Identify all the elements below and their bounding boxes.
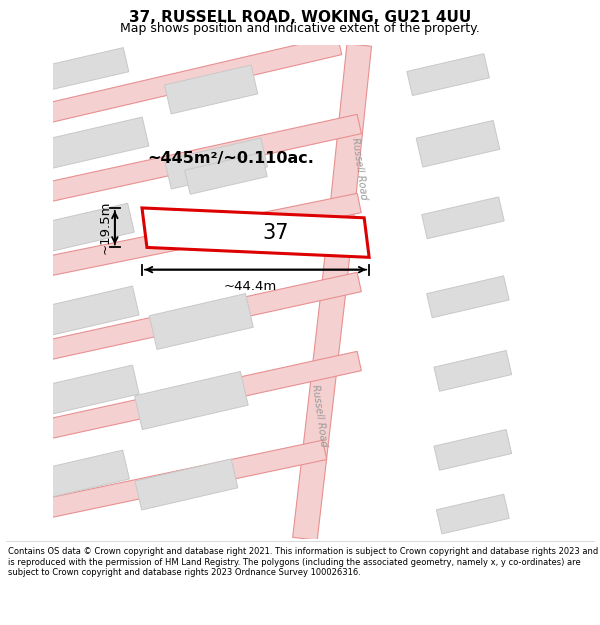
- Polygon shape: [407, 54, 490, 96]
- Polygon shape: [427, 276, 509, 318]
- Text: 37, RUSSELL ROAD, WOKING, GU21 4UU: 37, RUSSELL ROAD, WOKING, GU21 4UU: [129, 10, 471, 25]
- Polygon shape: [41, 272, 361, 361]
- Text: Russell Road: Russell Road: [310, 384, 329, 447]
- Text: Russell Road: Russell Road: [350, 137, 368, 200]
- Polygon shape: [164, 138, 268, 189]
- Text: ~445m²/~0.110ac.: ~445m²/~0.110ac.: [148, 151, 314, 166]
- Polygon shape: [322, 44, 371, 283]
- Polygon shape: [36, 450, 130, 499]
- Polygon shape: [36, 286, 139, 337]
- Polygon shape: [41, 193, 361, 277]
- Text: Contains OS data © Crown copyright and database right 2021. This information is : Contains OS data © Crown copyright and d…: [8, 548, 598, 577]
- Polygon shape: [134, 371, 248, 429]
- Text: ~44.4m: ~44.4m: [224, 279, 277, 292]
- Polygon shape: [41, 440, 327, 519]
- Polygon shape: [436, 494, 509, 534]
- Polygon shape: [41, 203, 134, 252]
- Polygon shape: [149, 294, 253, 349]
- Text: ~19.5m: ~19.5m: [98, 201, 112, 254]
- Polygon shape: [41, 36, 342, 124]
- Polygon shape: [434, 351, 512, 391]
- Text: Map shows position and indicative extent of the property.: Map shows position and indicative extent…: [120, 22, 480, 35]
- Polygon shape: [135, 459, 238, 510]
- Polygon shape: [41, 114, 361, 202]
- Polygon shape: [293, 281, 347, 540]
- Polygon shape: [185, 152, 267, 194]
- Polygon shape: [434, 429, 512, 470]
- Text: 37: 37: [262, 222, 289, 243]
- Polygon shape: [142, 208, 369, 258]
- Polygon shape: [37, 117, 149, 171]
- Polygon shape: [422, 197, 504, 239]
- Polygon shape: [41, 351, 361, 440]
- Polygon shape: [37, 48, 129, 92]
- Polygon shape: [36, 365, 139, 416]
- Polygon shape: [164, 65, 258, 114]
- Polygon shape: [416, 121, 500, 167]
